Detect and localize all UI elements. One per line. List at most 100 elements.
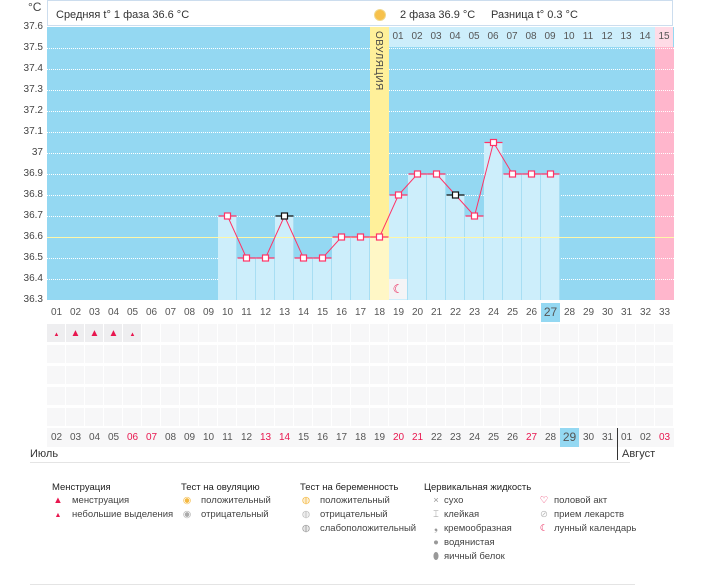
- cycle-day[interactable]: 06: [145, 307, 158, 318]
- cycle-day[interactable]: 15: [316, 307, 329, 318]
- symptom-cell[interactable]: [351, 345, 370, 364]
- symptom-cell[interactable]: [579, 387, 598, 406]
- symptom-cell[interactable]: [503, 387, 522, 406]
- symptom-cell[interactable]: [104, 408, 123, 427]
- symptom-cell[interactable]: [522, 408, 541, 427]
- cycle-day[interactable]: 29: [582, 307, 595, 318]
- symptom-cell[interactable]: [579, 345, 598, 364]
- calendar-date[interactable]: 03: [655, 428, 674, 447]
- symptom-cell[interactable]: [104, 387, 123, 406]
- symptom-cell[interactable]: [541, 408, 560, 427]
- temperature-point[interactable]: [432, 170, 441, 178]
- symptom-cell[interactable]: [180, 387, 199, 406]
- symptom-cell[interactable]: [541, 366, 560, 385]
- symptom-cell[interactable]: [408, 366, 427, 385]
- symptom-cell[interactable]: [389, 408, 408, 427]
- cycle-day[interactable]: 24: [487, 307, 500, 318]
- symptom-cell[interactable]: [541, 387, 560, 406]
- temperature-point[interactable]: [508, 170, 517, 178]
- symptom-cell[interactable]: [123, 366, 142, 385]
- symptom-cell[interactable]: [408, 408, 427, 427]
- calendar-date[interactable]: 21: [408, 428, 427, 447]
- symptom-cell[interactable]: [180, 366, 199, 385]
- temperature-point[interactable]: [527, 170, 536, 178]
- symptom-cell[interactable]: [180, 408, 199, 427]
- symptom-cell[interactable]: [332, 324, 351, 343]
- symptom-cell[interactable]: [256, 408, 275, 427]
- symptom-cell[interactable]: [617, 387, 636, 406]
- calendar-date[interactable]: 12: [237, 428, 256, 447]
- symptom-cell[interactable]: [446, 366, 465, 385]
- symptom-cell[interactable]: [275, 366, 294, 385]
- symptom-cell[interactable]: [256, 366, 275, 385]
- cycle-day[interactable]: 17: [354, 307, 367, 318]
- symptom-cell[interactable]: [275, 324, 294, 343]
- symptom-cell[interactable]: [142, 366, 161, 385]
- symptom-cell[interactable]: [351, 387, 370, 406]
- cycle-day[interactable]: 09: [202, 307, 215, 318]
- symptom-cell[interactable]: [199, 408, 218, 427]
- symptom-cell[interactable]: [560, 324, 579, 343]
- symptom-cell[interactable]: [313, 345, 332, 364]
- symptom-cell[interactable]: [465, 324, 484, 343]
- symptom-cell[interactable]: [218, 345, 237, 364]
- symptom-cell[interactable]: [313, 387, 332, 406]
- symptom-cell[interactable]: [199, 345, 218, 364]
- symptom-cell[interactable]: [541, 324, 560, 343]
- symptom-cell[interactable]: [104, 366, 123, 385]
- cycle-day[interactable]: 08: [183, 307, 196, 318]
- calendar-date[interactable]: 02: [636, 428, 655, 447]
- symptom-cell[interactable]: [370, 324, 389, 343]
- symptom-cell[interactable]: [294, 408, 313, 427]
- cycle-day[interactable]: 28: [563, 307, 576, 318]
- symptom-cell[interactable]: [313, 366, 332, 385]
- symptom-cell[interactable]: [66, 366, 85, 385]
- calendar-date[interactable]: 20: [389, 428, 408, 447]
- cycle-day[interactable]: 31: [620, 307, 633, 318]
- symptom-cell[interactable]: [636, 345, 655, 364]
- symptom-cell[interactable]: [256, 345, 275, 364]
- symptom-cell[interactable]: [579, 366, 598, 385]
- symptom-cell[interactable]: [85, 366, 104, 385]
- symptom-cell[interactable]: [256, 387, 275, 406]
- symptom-cell[interactable]: [598, 366, 617, 385]
- symptom-cell[interactable]: [237, 408, 256, 427]
- temperature-point[interactable]: [413, 170, 422, 178]
- symptom-cell[interactable]: [237, 366, 256, 385]
- symptom-cell[interactable]: [351, 324, 370, 343]
- symptom-cell[interactable]: [636, 408, 655, 427]
- calendar-date[interactable]: 25: [484, 428, 503, 447]
- temperature-point[interactable]: [451, 191, 460, 199]
- symptom-cell[interactable]: [123, 387, 142, 406]
- calendar-date[interactable]: 07: [142, 428, 161, 447]
- calendar-date[interactable]: 18: [351, 428, 370, 447]
- calendar-date[interactable]: 22: [427, 428, 446, 447]
- symptom-cell[interactable]: [123, 345, 142, 364]
- symptom-cell[interactable]: [598, 345, 617, 364]
- symptom-cell[interactable]: [636, 387, 655, 406]
- calendar-date[interactable]: 30: [579, 428, 598, 447]
- symptom-cell[interactable]: [161, 324, 180, 343]
- cycle-day[interactable]: 13: [278, 307, 291, 318]
- symptom-cell[interactable]: [351, 408, 370, 427]
- symptom-cell[interactable]: [484, 345, 503, 364]
- symptom-cell[interactable]: [560, 366, 579, 385]
- symptom-cell[interactable]: [332, 408, 351, 427]
- symptom-cell[interactable]: [484, 366, 503, 385]
- symptom-cell[interactable]: [655, 366, 674, 385]
- calendar-date[interactable]: 08: [161, 428, 180, 447]
- symptom-cell[interactable]: [408, 345, 427, 364]
- cycle-day[interactable]: 03: [88, 307, 101, 318]
- symptom-cell[interactable]: [237, 345, 256, 364]
- symptom-cell[interactable]: [294, 387, 313, 406]
- symptom-cell[interactable]: [351, 366, 370, 385]
- symptom-cell[interactable]: [522, 387, 541, 406]
- symptom-cell[interactable]: [180, 324, 199, 343]
- symptom-cell[interactable]: [598, 408, 617, 427]
- cycle-day[interactable]: 30: [601, 307, 614, 318]
- symptom-cell[interactable]: [47, 387, 66, 406]
- cycle-day[interactable]: 22: [449, 307, 462, 318]
- symptom-cell[interactable]: [541, 345, 560, 364]
- symptom-cell[interactable]: [427, 366, 446, 385]
- cycle-day[interactable]: 01: [50, 307, 63, 318]
